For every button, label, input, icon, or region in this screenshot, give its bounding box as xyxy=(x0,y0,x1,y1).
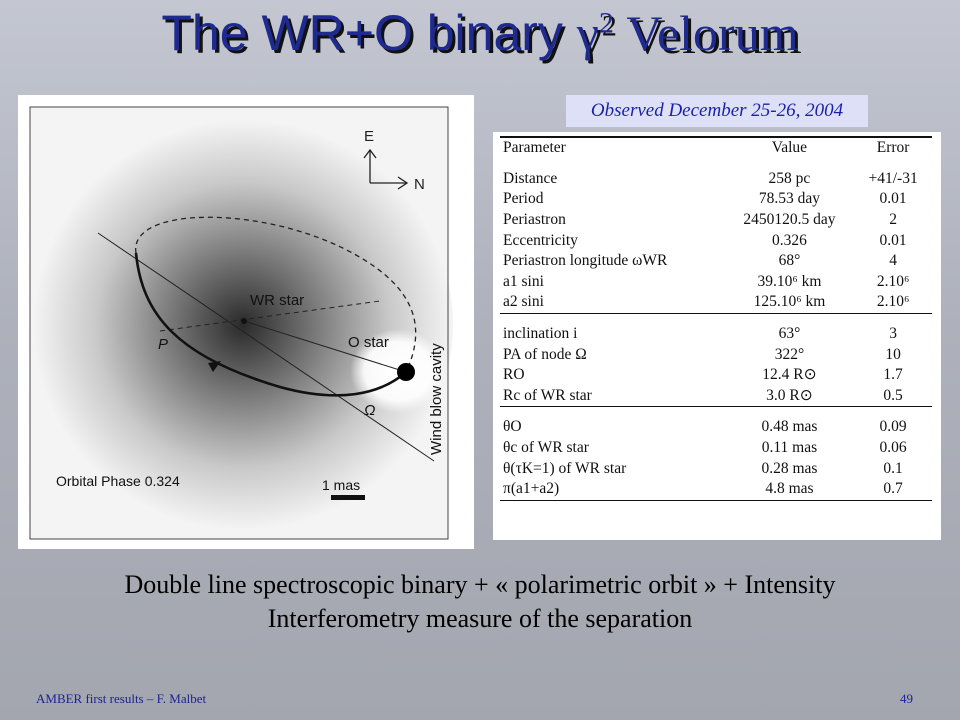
orbit-near-arc xyxy=(134,252,407,397)
table-row: θ(τK=1) of WR star 0.28 mas 0.1 xyxy=(503,459,903,477)
scale-bar xyxy=(331,495,365,500)
table-row: a1 sini 39.10⁶ km 2.10⁶ xyxy=(503,272,910,290)
table-row: Periastron 2450120.5 day 2 xyxy=(503,211,897,229)
header-parameter: Parameter xyxy=(500,136,725,159)
table-row: RO 12.4 R⊙ 1.7 xyxy=(503,366,903,384)
table-row: Eccentricity 0.326 0.01 xyxy=(503,231,907,249)
title-superscript: 2 xyxy=(598,6,614,40)
footer-credit: AMBER first results – F. Malbet xyxy=(36,691,207,706)
table-row: PA of node Ω 322° 10 xyxy=(503,345,901,363)
table-header-row: Parameter Value Error xyxy=(500,136,932,159)
orbit-figure: E N WR star O star P Ω Wind blow cavity … xyxy=(18,95,474,549)
o-star xyxy=(397,363,415,381)
table-row: Period 78.53 day 0.01 xyxy=(503,190,907,208)
compass xyxy=(363,148,409,190)
page-number: 49 xyxy=(900,691,913,706)
parameter-table: Parameter Value Error Distance 258 pc +41/… xyxy=(500,136,932,501)
periastron-line xyxy=(159,300,381,332)
title-greek: γ xyxy=(576,5,599,61)
orbital-phase-label: Orbital Phase 0.324 xyxy=(56,473,180,489)
wr-star xyxy=(241,318,247,324)
table-row: inclination i 63° 3 xyxy=(503,325,897,343)
caption-line-2: Interferometry measure of the separation xyxy=(267,604,693,633)
orbit-diagram: E N WR star O star P Ω Wind blow cavity … xyxy=(29,106,453,540)
table-row: Rc of WR star 3.0 R⊙ 0.5 xyxy=(500,385,932,408)
compass-n-label: N xyxy=(414,176,425,193)
compass-e-label: E xyxy=(364,128,374,145)
title-text: The WR+O binary xyxy=(161,5,577,61)
table-row: Distance 258 pc +41/-31 xyxy=(503,169,918,187)
header-error: Error xyxy=(854,136,932,159)
line-of-nodes xyxy=(97,232,435,462)
wr-wind-glow xyxy=(33,120,453,530)
table-row: Periastron longitude ωWR 68° 4 xyxy=(503,252,897,270)
orbit-far-arc xyxy=(135,216,417,373)
caption-line-1: Double line spectroscopic binary + « pol… xyxy=(124,570,836,599)
wr-star-label: WR star xyxy=(250,292,304,309)
separation-line xyxy=(243,320,407,373)
slide-title: The WR+O binary γ2 Velorum xyxy=(0,4,960,62)
node-omega-label: Ω xyxy=(364,402,375,419)
o-star-label: O star xyxy=(348,334,389,351)
table-row: θc of WR star 0.11 mas 0.06 xyxy=(503,439,907,457)
header-value: Value xyxy=(724,136,855,159)
scale-bar-label: 1 mas xyxy=(322,477,360,493)
parameter-table-panel: Parameter Value Error Distance 258 pc +41/… xyxy=(493,132,941,540)
cavity-label: Wind blow cavity xyxy=(428,343,445,455)
periastron-label: P xyxy=(158,336,168,353)
table-row: π(a1+a2) 4.8 mas 0.7 xyxy=(500,478,932,501)
observed-note: Observed December 25-26, 2004 xyxy=(566,95,868,127)
table-row: θO 0.48 mas 0.09 xyxy=(503,418,907,436)
orbit-direction-arrow xyxy=(208,361,221,372)
title-rest: Velorum xyxy=(613,5,799,61)
slide-caption: Double line spectroscopic binary + « pol… xyxy=(0,568,960,636)
table-row: a2 sini 125.10⁶ km 2.10⁶ xyxy=(500,292,932,314)
